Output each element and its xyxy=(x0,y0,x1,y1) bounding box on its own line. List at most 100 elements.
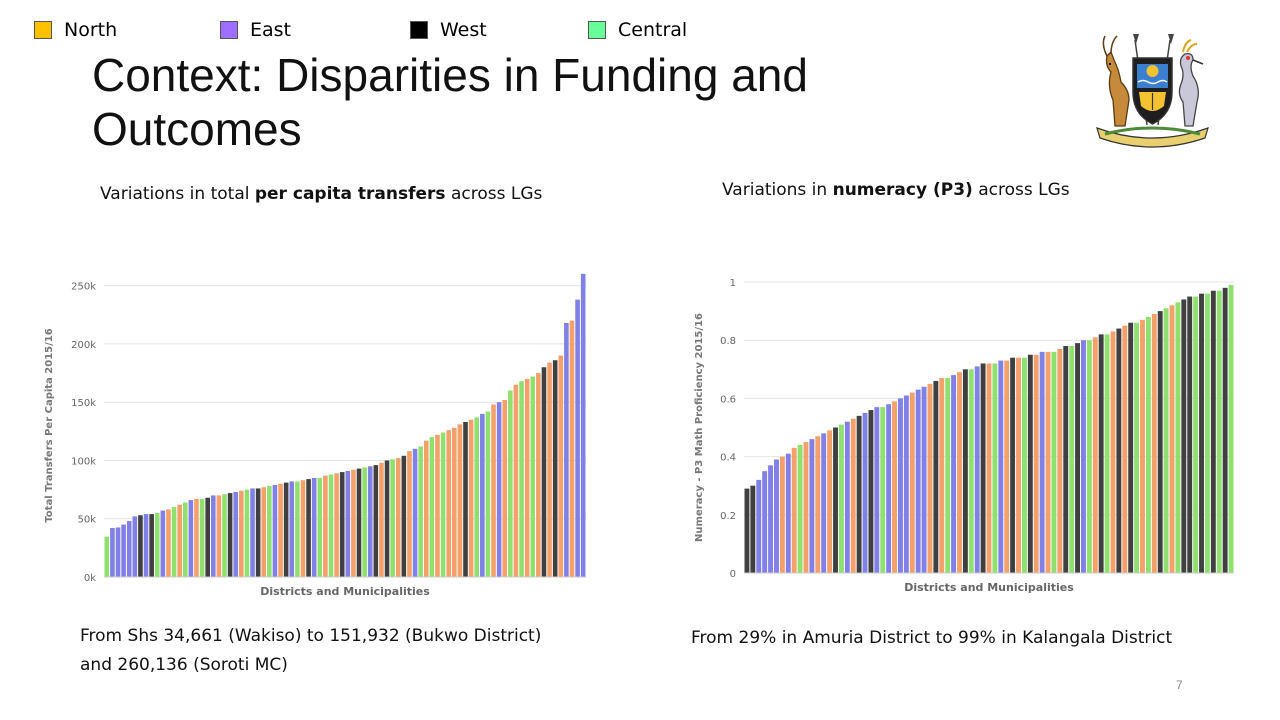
bar-west xyxy=(1222,287,1228,573)
bar-east xyxy=(756,479,762,573)
bar-north xyxy=(986,363,992,573)
bar-east xyxy=(844,421,850,573)
left-chart-subtitle: Variations in total per capita transfers… xyxy=(100,181,550,208)
bar-east xyxy=(126,521,132,577)
bar-north xyxy=(423,440,429,577)
bar-north xyxy=(779,456,785,573)
y-tick-label: 200k xyxy=(71,340,96,351)
bar-central xyxy=(104,536,110,577)
left-chart-caption: From Shs 34,661 (Wakiso) to 151,932 (Buk… xyxy=(80,626,542,675)
right-chart-subtitle: Variations in numeracy (P3) across LGs xyxy=(722,177,1162,204)
bar-north xyxy=(803,442,809,573)
y-tick-label: 0.8 xyxy=(720,336,736,347)
bar-west xyxy=(744,488,750,573)
right-subtitle-bold: numeracy (P3) xyxy=(832,180,973,200)
bar-east xyxy=(132,516,138,577)
bar-north xyxy=(446,430,451,577)
bar-east xyxy=(367,466,373,577)
bar-west xyxy=(1098,334,1104,573)
bar-west xyxy=(856,415,862,573)
bar-central xyxy=(485,411,491,577)
bar-north xyxy=(451,427,457,577)
bar-east xyxy=(951,375,957,573)
bar-west xyxy=(552,360,558,577)
bar-west xyxy=(1116,328,1122,573)
bar-central xyxy=(1051,351,1057,573)
legend-swatch-west xyxy=(410,21,428,39)
bar-east xyxy=(289,481,295,577)
bar-north xyxy=(547,362,552,577)
bar-east xyxy=(345,470,351,577)
bar-east xyxy=(821,433,827,573)
bar-west xyxy=(1157,311,1163,573)
bar-north xyxy=(166,509,171,577)
left-subtitle-bold: per capita transfers xyxy=(254,184,446,204)
bar-north xyxy=(1004,360,1010,573)
right-subtitle-post: across LGs xyxy=(972,180,1070,200)
bar-west xyxy=(373,465,379,577)
bar-east xyxy=(915,389,921,573)
bar-west xyxy=(356,468,362,577)
bar-east xyxy=(115,527,121,577)
y-tick-label: 0.6 xyxy=(720,394,736,405)
bar-central xyxy=(1175,302,1181,573)
bar-west xyxy=(306,479,311,577)
bar-west xyxy=(750,485,756,573)
bar-east xyxy=(188,500,194,577)
bar-east xyxy=(897,398,903,573)
bar-east xyxy=(1081,340,1086,573)
right-chart-caption: From 29% in Amuria District to 99% in Ka… xyxy=(691,628,1173,648)
bar-west xyxy=(1210,290,1216,573)
bar-north xyxy=(177,504,182,577)
legend-item-north: North xyxy=(34,18,117,42)
bar-north xyxy=(334,473,339,577)
legend-label-east: East xyxy=(250,19,291,41)
bar-central xyxy=(992,363,998,573)
bar-west xyxy=(962,369,968,573)
bar-east xyxy=(575,299,580,577)
bar-west xyxy=(1187,296,1193,573)
bar-east xyxy=(412,448,418,577)
bar-central xyxy=(171,507,177,577)
bar-north xyxy=(909,392,915,573)
bar-east xyxy=(496,402,502,577)
y-tick-label: 0.4 xyxy=(720,453,736,464)
slide-title: Context: Disparities in Funding and Outc… xyxy=(92,49,808,155)
bar-west xyxy=(138,515,143,577)
bar-north xyxy=(892,401,897,573)
bar-east xyxy=(874,407,880,573)
bar-east xyxy=(233,491,239,577)
y-tick-label: 1 xyxy=(730,278,736,289)
bar-east xyxy=(886,404,892,573)
y-tick-label: 150k xyxy=(71,398,96,409)
bar-north xyxy=(457,424,463,577)
bar-west xyxy=(1010,357,1016,573)
y-tick-label: 250k xyxy=(71,282,96,293)
bar-central xyxy=(362,467,367,577)
bar-central xyxy=(1021,357,1027,573)
bar-central xyxy=(838,424,844,573)
bar-north xyxy=(278,483,283,577)
bar-central xyxy=(418,446,423,577)
y-axis-label: Numeracy - P3 Math Proficiency 2015/16 xyxy=(694,313,705,542)
y-tick-label: 0 xyxy=(730,569,736,580)
legend-label-west: West xyxy=(440,19,487,41)
bar-central xyxy=(1104,334,1110,573)
bar-west xyxy=(339,472,345,577)
bar-west xyxy=(833,427,838,573)
bar-west xyxy=(541,367,547,577)
bar-north xyxy=(569,320,575,577)
bar-east xyxy=(998,360,1004,573)
x-axis-label: Districts and Municipalities xyxy=(904,581,1074,594)
bar-central xyxy=(154,512,160,577)
y-tick-label: 0.2 xyxy=(720,511,736,522)
bar-west xyxy=(401,455,407,577)
bar-east xyxy=(974,366,980,573)
legend-label-central: Central xyxy=(618,19,688,41)
bar-central xyxy=(328,474,334,577)
bar-east xyxy=(774,459,779,573)
legend-item-west: West xyxy=(410,18,487,42)
bar-west xyxy=(227,493,233,577)
y-axis-label: Total Transfers Per Capita 2015/16 xyxy=(44,328,55,522)
bar-central xyxy=(1145,316,1151,573)
